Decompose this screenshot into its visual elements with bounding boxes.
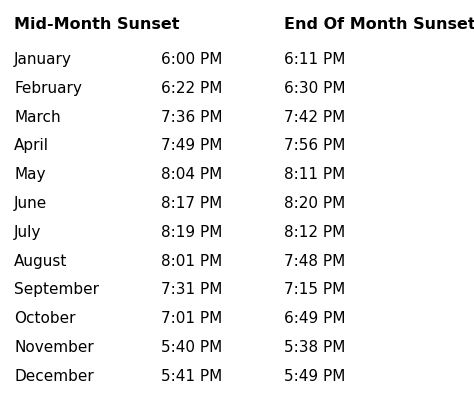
Text: 6:30 PM: 6:30 PM [284,81,346,96]
Text: 8:04 PM: 8:04 PM [161,167,222,182]
Text: 8:17 PM: 8:17 PM [161,196,222,211]
Text: October: October [14,311,76,326]
Text: Mid-Month Sunset: Mid-Month Sunset [14,17,180,32]
Text: July: July [14,225,42,240]
Text: 6:00 PM: 6:00 PM [161,52,222,67]
Text: 7:49 PM: 7:49 PM [161,138,222,153]
Text: 7:15 PM: 7:15 PM [284,282,346,297]
Text: January: January [14,52,72,67]
Text: 5:40 PM: 5:40 PM [161,340,222,355]
Text: End Of Month Sunset: End Of Month Sunset [284,17,474,32]
Text: 7:01 PM: 7:01 PM [161,311,222,326]
Text: May: May [14,167,46,182]
Text: 6:49 PM: 6:49 PM [284,311,346,326]
Text: 6:22 PM: 6:22 PM [161,81,222,96]
Text: March: March [14,110,61,125]
Text: 8:11 PM: 8:11 PM [284,167,346,182]
Text: 6:11 PM: 6:11 PM [284,52,346,67]
Text: 5:41 PM: 5:41 PM [161,369,222,384]
Text: September: September [14,282,99,297]
Text: 8:20 PM: 8:20 PM [284,196,346,211]
Text: 7:48 PM: 7:48 PM [284,254,346,269]
Text: 8:19 PM: 8:19 PM [161,225,222,240]
Text: 7:31 PM: 7:31 PM [161,282,222,297]
Text: December: December [14,369,94,384]
Text: 7:42 PM: 7:42 PM [284,110,346,125]
Text: 5:38 PM: 5:38 PM [284,340,346,355]
Text: 8:01 PM: 8:01 PM [161,254,222,269]
Text: 5:49 PM: 5:49 PM [284,369,346,384]
Text: February: February [14,81,82,96]
Text: November: November [14,340,94,355]
Text: June: June [14,196,47,211]
Text: 7:56 PM: 7:56 PM [284,138,346,153]
Text: 7:36 PM: 7:36 PM [161,110,223,125]
Text: 8:12 PM: 8:12 PM [284,225,346,240]
Text: August: August [14,254,68,269]
Text: April: April [14,138,49,153]
